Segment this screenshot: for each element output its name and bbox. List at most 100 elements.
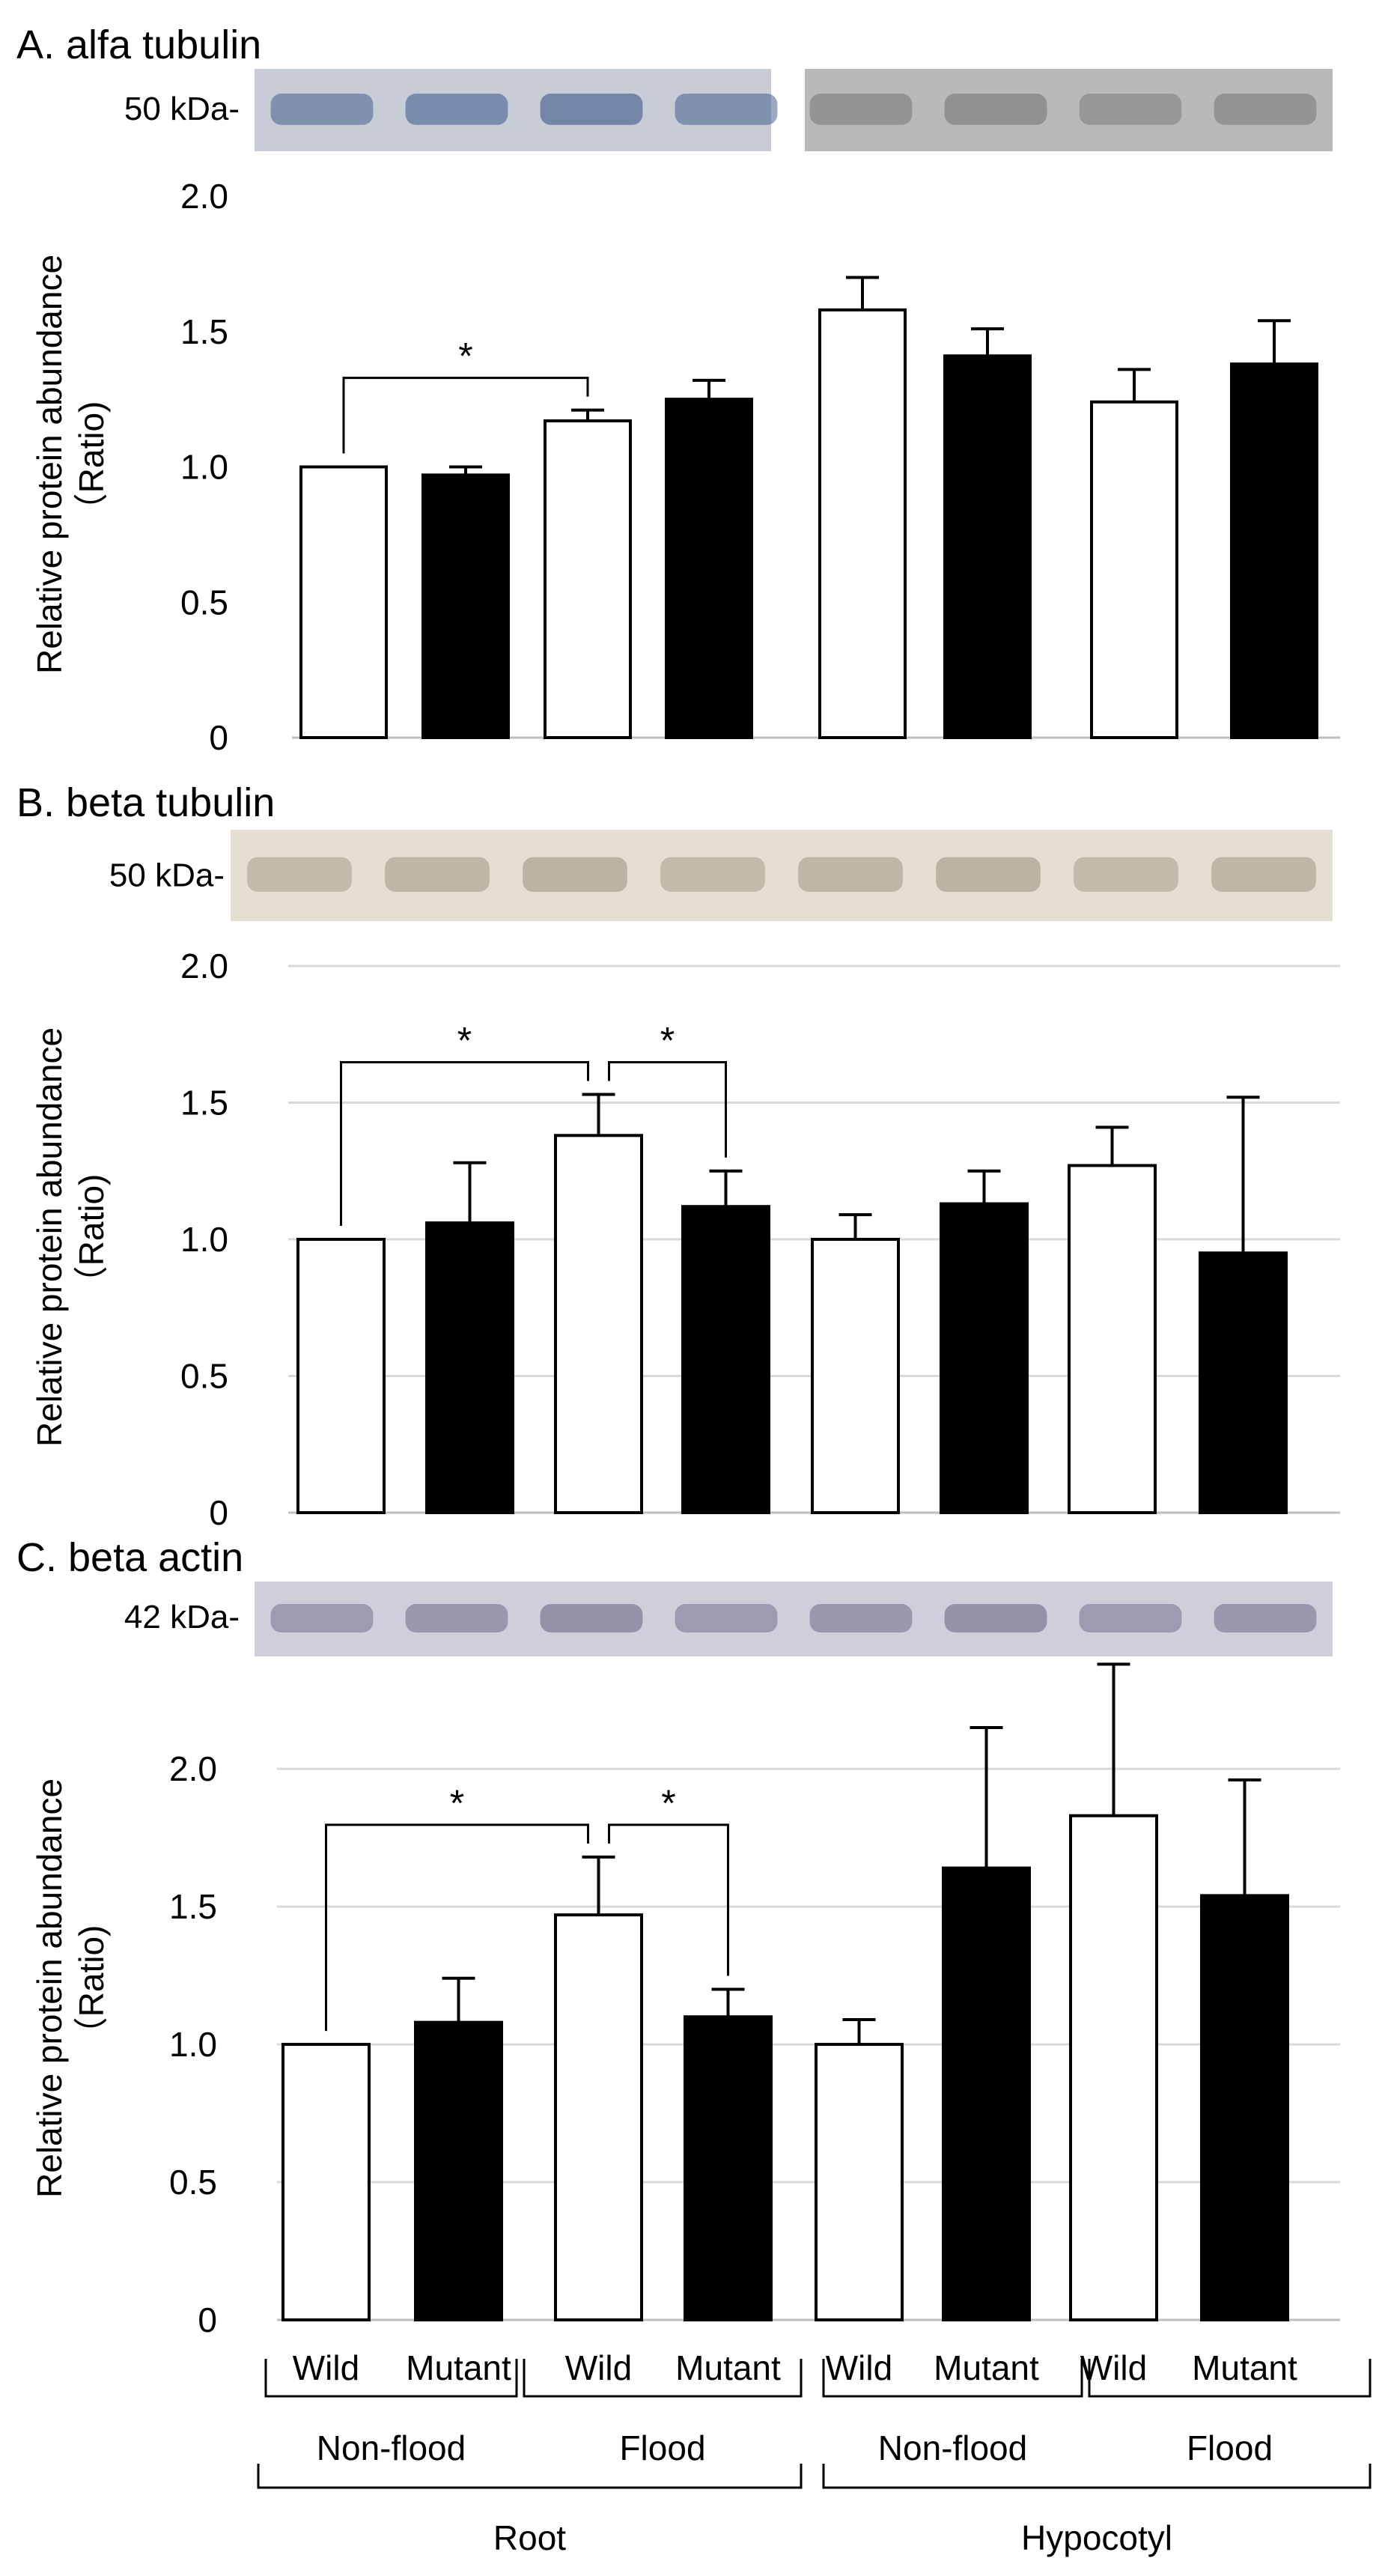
significance-star: * [660,1020,675,1062]
significance-star: * [450,1782,464,1824]
y-axis-label: Relative protein abundance（Ratio) [30,1778,111,2198]
bar-wild [554,1134,643,1515]
y-tick-label: 0.5 [180,1357,228,1396]
y-axis-label-line: Relative protein abundance [30,1778,69,2198]
bar-wild [544,419,632,739]
tissue-label: Root [493,2518,566,2557]
x-axis-labels: Wild Mutant Wild Mutant Wild Mutant Wild Mutant… [257,2348,1372,2557]
y-axis-label: Relative protein abundance（Ratio) [30,1027,111,1447]
blot-band [660,857,765,892]
genotype-label: Wild [1080,2348,1147,2387]
condition-bracket [1088,2359,1372,2398]
panel-title: A. alfa tubulin [16,22,261,67]
tissue-bracket [257,2464,803,2489]
y-axis-label-line: Relative protein abundance [30,1027,69,1447]
y-tick-label: 0 [209,718,228,757]
genotype-label: Wild [826,2348,892,2387]
y-axis-label-line: Relative protein abundance [30,255,69,674]
y-tick-label: 0.5 [180,583,228,622]
blot-size-label: 50 kDa- [124,91,240,127]
bar-mutant [414,2020,503,2321]
genotype-label: Mutant [406,2348,511,2387]
condition-label: Flood [619,2428,705,2467]
panel-title: C. beta actin [16,1535,243,1580]
condition-label: Flood [1187,2428,1273,2467]
blot-band [385,857,490,892]
bar-wild [281,2043,371,2321]
bar-wild [296,1238,386,1514]
significance-bracket [608,1061,727,1158]
bar-mutant [421,473,510,739]
genotype-label: Mutant [1192,2348,1297,2387]
blot-band [944,94,1047,125]
bar-wild [1090,400,1178,739]
bar-wild [554,1913,643,2322]
bar-wild [299,465,388,739]
tissue-bracket [822,2464,1372,2489]
blot-size-label: 50 kDa- [109,857,225,894]
genotype-label: Wild [293,2348,359,2387]
blot-band [1211,857,1316,892]
blot-band [405,1604,508,1632]
blot-size-label: 42 kDa- [124,1599,240,1635]
significance-bracket [608,1823,729,1976]
blot-band [1079,1604,1182,1632]
significance-bracket [340,1061,589,1226]
blot-band [540,94,643,125]
blot-band [944,1604,1047,1632]
blot-band [1214,1604,1317,1632]
y-axis-label-line: （Ratio) [72,1174,111,1301]
condition-bracket [822,2359,1083,2398]
bar-mutant [940,1202,1029,1515]
tissue-label: Hypocotyl [1021,2518,1172,2557]
blot-band [675,94,778,125]
y-tick-label: 2.0 [180,177,228,216]
blot-band [675,1604,778,1632]
blot-band [798,857,903,892]
condition-bracket [523,2359,803,2398]
y-tick-label: 2.0 [180,947,228,985]
panel-c: C. beta actin 42 kDa- 0 0.5 1.0 1.5 2.0 Relativ… [16,1535,1340,2339]
y-axis-label-line: （Ratio) [72,1925,111,2052]
blot-band [1074,857,1178,892]
blot-band [540,1604,643,1632]
panel-a: A. alfa tubulin 50 kDa- 0 0.5 1.0 1.5 2.0 Relat… [16,22,1340,757]
bar-mutant [684,2015,773,2322]
y-tick-label: 0 [209,1493,228,1532]
genotype-label: Mutant [934,2348,1039,2387]
bar-wild [811,1238,900,1514]
bar-wild [818,308,907,739]
blot-band [270,1604,374,1632]
y-tick-label: 1.5 [180,1084,228,1123]
significance-star: * [457,1020,472,1062]
blot-band [809,1604,913,1632]
y-tick-label: 0 [198,2300,217,2339]
condition-label: Non-flood [317,2428,466,2467]
bar-wild [1069,1814,1158,2321]
y-axis-label-line: （Ratio) [72,401,111,528]
blot-band [247,857,352,892]
blot-band [809,94,913,125]
y-tick-label: 1.0 [180,1220,228,1259]
significance-bracket [325,1823,589,2032]
genotype-label: Mutant [675,2348,781,2387]
y-axis-label: Relative protein abundance（Ratio) [30,255,111,674]
condition-label: Non-flood [878,2428,1027,2467]
panel-title: B. beta tubulin [16,780,275,825]
significance-bracket [342,377,589,454]
bar-mutant [665,398,753,739]
bar-wild [1068,1164,1157,1514]
blot-band [1079,94,1182,125]
bar-wild [815,2043,904,2321]
bar-mutant [943,354,1032,739]
y-tick-label: 1.5 [180,312,228,351]
y-tick-label: 1.0 [180,448,228,487]
genotype-label: Wild [565,2348,632,2387]
blot-band [1214,94,1317,125]
significance-star: * [458,335,472,377]
blot-band [523,857,627,892]
panel-b: B. beta tubulin 50 kDa- 0 0.5 1.0 1.5 2.0 Relat… [16,780,1340,1532]
bar-mutant [681,1205,770,1514]
condition-bracket [264,2359,518,2398]
